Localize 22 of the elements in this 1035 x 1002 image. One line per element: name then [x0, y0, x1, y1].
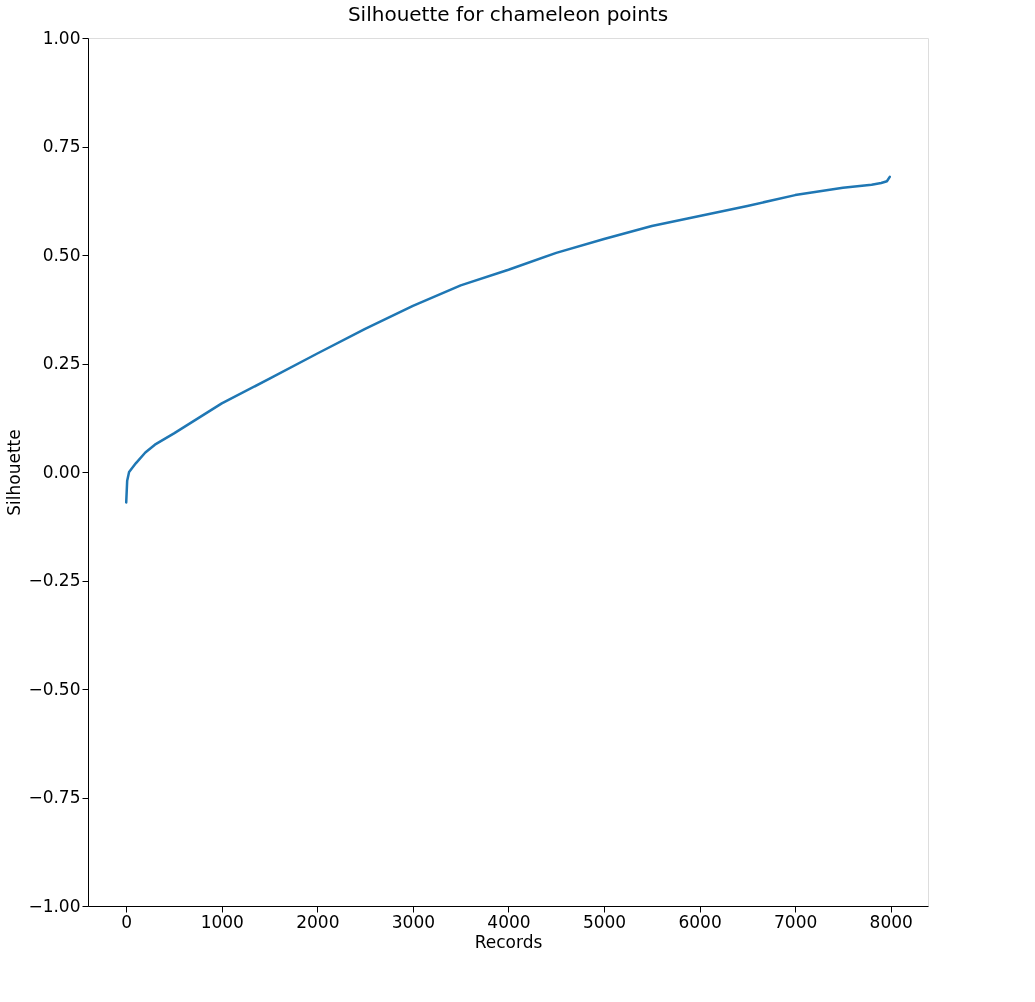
- y-tick-label: −0.50: [28, 678, 81, 699]
- y-tick-label: 0.50: [42, 244, 81, 265]
- x-tick-label: 6000: [678, 911, 722, 932]
- x-axis-title: Records: [474, 931, 543, 952]
- x-tick-label: 8000: [869, 911, 913, 932]
- x-tick-label: 5000: [582, 911, 627, 932]
- x-tick-label: 3000: [391, 911, 436, 932]
- x-tick-label: 0: [121, 911, 133, 932]
- y-tick-label: 0.00: [42, 461, 81, 482]
- line-series: [124, 175, 892, 504]
- y-axis-title: Silhouette: [4, 429, 25, 516]
- x-tick-label: 2000: [296, 911, 340, 932]
- y-tick-label: −1.00: [28, 895, 81, 916]
- y-tick-label: −0.25: [28, 570, 81, 590]
- y-tick-label: −0.75: [28, 787, 81, 807]
- chart-title: Silhouette for chameleon points: [347, 2, 669, 26]
- y-tick-label: 0.75: [42, 136, 81, 156]
- x-tick-label: 7000: [774, 911, 818, 932]
- y-tick-label: 0.25: [42, 353, 81, 373]
- y-tick-label: 1.00: [42, 27, 81, 48]
- x-tick-label: 4000: [487, 911, 531, 932]
- x-tick-label: 1000: [200, 911, 244, 932]
